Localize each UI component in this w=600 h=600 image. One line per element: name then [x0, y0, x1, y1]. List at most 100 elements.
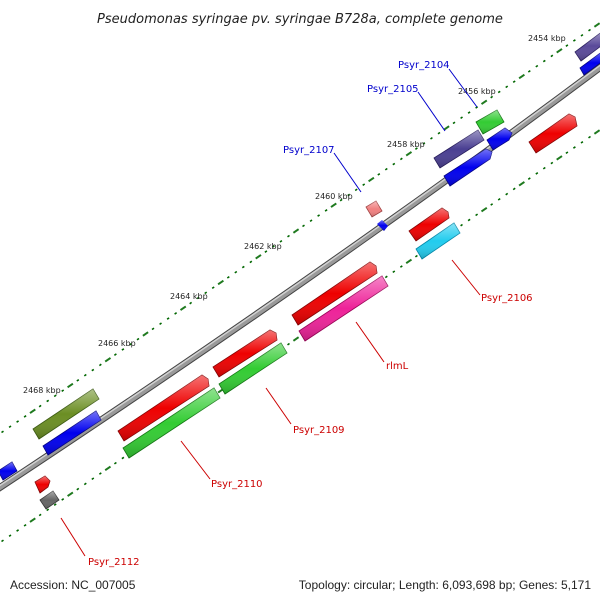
inner-ring-tick	[399, 265, 403, 268]
outer-ring-tick	[505, 85, 509, 89]
outer-ring-tick	[302, 224, 305, 228]
gene-gloss-overlay	[434, 130, 484, 168]
gene-gloss-overlay	[377, 220, 388, 231]
inner-ring-tick	[565, 151, 569, 155]
label-psyr-2106[interactable]: Psyr_2106	[481, 293, 533, 304]
outer-ring-tick	[527, 70, 531, 73]
outer-ring-tick	[67, 382, 74, 389]
gene-gloss-overlay	[292, 262, 377, 325]
outer-ring-tick	[362, 183, 366, 186]
outer-ring-tick	[279, 239, 283, 243]
label-psyr-2110[interactable]: Psyr_2110	[211, 479, 263, 490]
outer-ring-tick	[211, 286, 215, 289]
outer-ring-tick	[136, 337, 140, 341]
label-rlml[interactable]: rlmL	[386, 361, 409, 372]
outer-ring-tick	[129, 342, 132, 346]
gene-gloss-overlay	[409, 208, 449, 241]
outer-ring-tick	[535, 64, 539, 68]
inner-ring-tick	[384, 275, 388, 279]
outer-ring-tick	[414, 147, 418, 150]
inner-ring-tick	[460, 223, 463, 227]
outer-ring-tick	[542, 59, 546, 63]
outer-ring-tick	[490, 95, 494, 99]
outer-ring-tick	[76, 379, 80, 382]
outer-ring-tick	[467, 111, 471, 114]
gene-gloss-overlay	[35, 476, 50, 493]
kbp-label-2464: 2464 kbp	[170, 292, 208, 301]
inner-ring-tick	[1, 539, 4, 543]
outer-ring-tick	[580, 33, 584, 37]
inner-ring-tick	[572, 146, 576, 149]
outer-ring-tick	[330, 202, 337, 208]
label-psyr-2109[interactable]: Psyr_2109	[293, 425, 345, 436]
gene-gloss-overlay	[487, 128, 512, 150]
outer-ring-tick	[271, 245, 275, 248]
label-psyr-2104[interactable]: Psyr_2104	[398, 60, 450, 71]
outer-ring-tick	[204, 291, 208, 295]
gene-gloss-overlay	[299, 276, 388, 341]
outer-ring-tick	[430, 136, 433, 140]
inner-ring-tick	[527, 177, 531, 180]
outer-ring-tick	[556, 48, 563, 54]
outer-ring-tick	[38, 404, 42, 408]
label-psyr-2105[interactable]: Psyr_2105	[367, 84, 419, 95]
kbp-label-2456: 2456 kbp	[458, 87, 496, 96]
outer-ring-tick	[565, 44, 569, 47]
outer-ring-tick	[354, 188, 358, 192]
gene-gloss	[0, 33, 600, 509]
inner-ring-tick	[91, 477, 95, 481]
inner-ring-tick	[113, 461, 117, 465]
inner-ring-tick	[467, 218, 471, 222]
inner-ring-tick	[76, 487, 80, 491]
outer-ring-tick	[249, 260, 253, 264]
inner-ring-tick	[518, 181, 525, 187]
outer-ring-tick	[23, 415, 27, 418]
inner-ring-tick	[475, 213, 479, 217]
outer-ring-tick	[460, 116, 463, 120]
inner-ring-tick	[497, 197, 501, 201]
outer-ring-tick	[437, 131, 441, 135]
outer-ring-tick	[480, 99, 488, 105]
outer-ring-tick	[29, 408, 36, 414]
inner-ring-tick	[121, 456, 125, 460]
gene-gloss-overlay	[575, 33, 600, 61]
outer-ring-tick	[572, 39, 576, 42]
map-title: Pseudomonas syringae pv. syringae B728a,…	[97, 12, 503, 27]
inner-ring-tick	[580, 141, 584, 144]
outer-ring-tick	[241, 265, 245, 269]
outer-ring-tick	[179, 305, 187, 311]
inner-ring-tick	[104, 465, 112, 472]
outer-ring-tick	[518, 73, 525, 80]
outer-ring-tick	[16, 420, 20, 423]
gene-gloss-overlay	[123, 388, 220, 458]
inner-ring-tick	[542, 166, 546, 170]
kbp-label-2454: 2454 kbp	[528, 34, 566, 43]
outer-ring-tick	[8, 425, 12, 429]
label-psyr-2107[interactable]: Psyr_2107	[283, 145, 335, 156]
outer-ring-tick	[399, 157, 403, 161]
inner-ring-tick	[593, 129, 600, 135]
gene-gloss-overlay	[476, 110, 504, 134]
outer-ring-tick	[347, 193, 351, 197]
outer-ring-tick	[422, 142, 426, 145]
inner-ring-tick	[588, 135, 591, 139]
outer-ring-tick	[309, 219, 313, 223]
label-psyr-2112[interactable]: Psyr_2112	[88, 557, 140, 568]
inner-ring-tick	[98, 472, 102, 475]
gene-gloss-overlay	[416, 223, 460, 259]
gene-gloss-overlay	[40, 491, 59, 509]
outer-ring-tick	[384, 167, 388, 171]
outer-ring-tick	[512, 80, 516, 83]
inner-ring-tick	[67, 491, 74, 497]
inner-ring-tick	[405, 258, 413, 265]
kbp-label-2460: 2460 kbp	[315, 192, 353, 201]
outer-ring-tick	[405, 151, 413, 157]
outer-ring-tick	[317, 214, 321, 217]
kbp-label-2462: 2462 kbp	[244, 242, 282, 251]
outer-ring-tick	[61, 389, 65, 392]
kbp-label-2466: 2466 kbp	[98, 339, 136, 348]
gene-gloss-overlay	[219, 343, 287, 394]
inner-ring-tick	[29, 517, 36, 523]
inner-ring-tick	[16, 529, 20, 532]
outer-ring-tick	[174, 312, 178, 315]
